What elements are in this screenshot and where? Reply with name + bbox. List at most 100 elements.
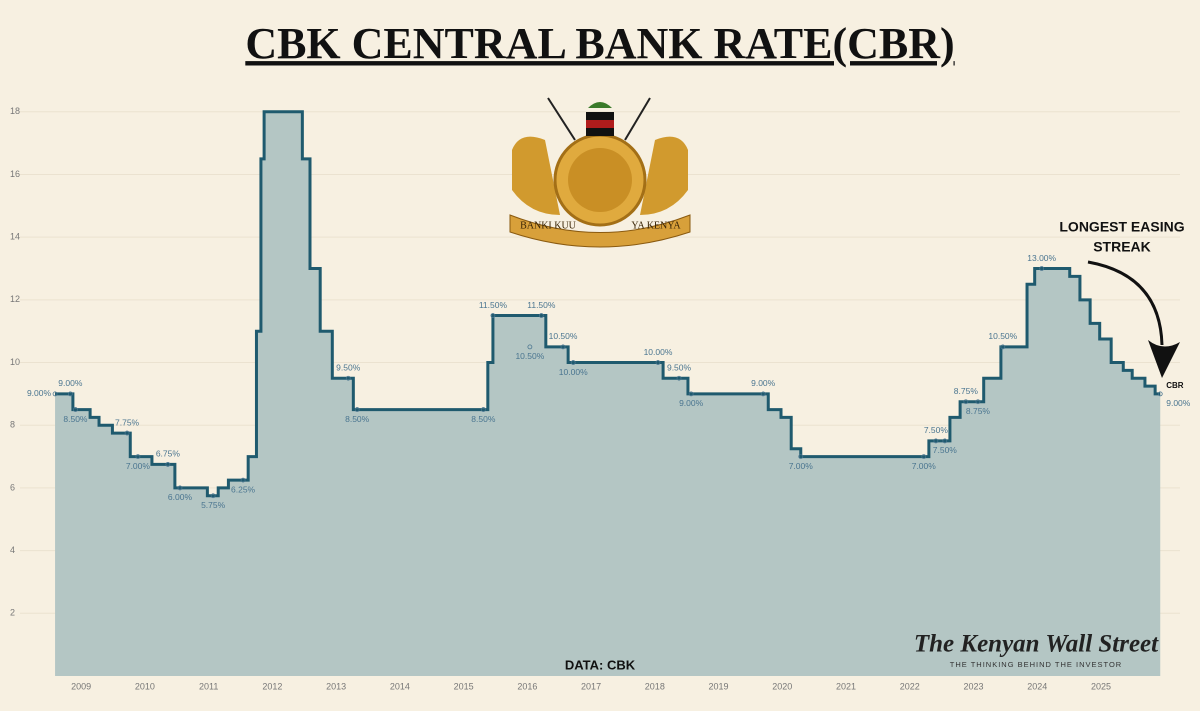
label-dot [933,438,939,444]
data-label: 9.50% [667,362,692,372]
label-dot [975,399,981,405]
label-dot [490,313,496,318]
data-label: 9.00% [679,398,704,408]
label-dot [655,360,661,365]
label-dot [124,430,130,436]
label-dot [798,454,804,459]
x-tick-label: 2025 [1091,681,1111,691]
label-dot [570,360,576,365]
label-dot [1000,344,1006,350]
y-tick-label: 12 [10,294,20,304]
x-tick-label: 2011 [199,681,218,691]
data-label: 5.75% [201,500,226,510]
data-label: 7.00% [126,461,151,471]
label-dot [354,407,360,412]
data-label: 10.00% [644,347,673,357]
data-label: 11.50% [479,300,508,310]
data-label: 9.00% [58,378,83,388]
data-label: 13.00% [1027,253,1056,263]
label-dot [135,454,141,459]
label-dot [345,375,351,381]
brand: The Kenyan Wall Street [914,631,1159,658]
label-dot [1039,266,1045,271]
label-dot [1157,391,1163,397]
x-tick-label: 2012 [262,681,282,691]
y-tick-label: 10 [10,357,20,367]
label-dot [760,391,766,397]
x-tick-label: 2010 [135,681,155,691]
emblem: BANKI KUU YA KENYA [509,97,691,248]
data-label: 10.50% [515,351,544,361]
label-dot [52,391,58,397]
data-label: 11.50% [527,300,556,310]
label-dot [676,375,682,381]
x-tick-label: 2019 [709,681,729,691]
label-dot [67,391,73,397]
step-line [55,110,1161,498]
tagline: THE THINKING BEHIND THE INVESTOR [950,660,1122,669]
chart-title: CBK CENTRAL BANK RATE(CBR) [245,19,954,68]
data-label: 7.00% [789,461,814,471]
label-dot [240,477,246,483]
area [55,111,1161,676]
data-label: 7.00% [912,461,937,471]
data-label: 8.75% [954,386,979,396]
y-tick-label: 16 [10,169,20,179]
label-dot [210,493,216,499]
data-label: 8.75% [966,406,991,416]
x-tick-label: 2013 [326,681,346,691]
series-name: CBR [1166,381,1184,390]
label-dot [538,313,544,318]
label-dot [963,399,969,405]
data-label: 8.50% [471,414,496,424]
x-tick-label: 2021 [836,681,856,691]
y-tick-label: 2 [10,608,15,618]
x-tick-label: 2015 [454,681,474,691]
data-label: 9.50% [336,362,361,372]
data-label: 6.25% [231,484,256,494]
data-label: 10.50% [988,331,1017,341]
data-label: 7.50% [933,445,958,455]
callout: LONGEST EASING [1059,219,1184,235]
x-tick-label: 2016 [517,681,537,691]
data-label: 6.75% [156,449,181,459]
x-tick-label: 2020 [772,681,792,691]
callout-arrowhead [1148,340,1180,378]
data-label: 10.00% [559,367,588,377]
data-label: 9.00% [1166,398,1191,408]
source: DATA: CBK [565,657,636,672]
data-label: 8.50% [63,414,88,424]
x-tick-label: 2023 [963,681,983,691]
data-label: 10.50% [549,331,578,341]
label-dot [177,485,183,491]
label-dot [942,438,948,444]
x-tick-label: 2009 [71,681,91,691]
x-tick-label: 2018 [645,681,665,691]
x-tick-label: 2024 [1027,681,1047,691]
y-tick-label: 14 [10,232,20,242]
data-label: 6.00% [168,492,193,502]
label-dot [560,344,566,350]
x-tick-label: 2022 [900,681,920,691]
plot-area: 2 4 6 8 10 12 14 16 18 2009 2010 2011 2012 2013 2014 20… [10,106,1191,691]
callout: STREAK [1093,239,1151,255]
y-tick-label: 8 [10,420,15,430]
y-tick-label: 6 [10,482,15,492]
label-dot [165,462,171,467]
y-tick-label: 18 [10,106,20,116]
label-dot [527,344,533,350]
y-tick-label: 4 [10,545,15,555]
x-tick-label: 2014 [390,681,410,691]
data-label: 9.00% [27,388,52,398]
data-label: 7.75% [115,417,140,427]
label-dot [73,407,78,412]
label-dot [921,454,927,459]
x-tick-label: 2017 [581,681,601,691]
emblem-text: BANKI KUU [520,220,577,231]
data-label: 8.50% [345,414,370,424]
emblem-text: YA KENYA [631,220,681,231]
callout-arrow [1087,260,1164,346]
data-label: 7.50% [924,425,949,435]
